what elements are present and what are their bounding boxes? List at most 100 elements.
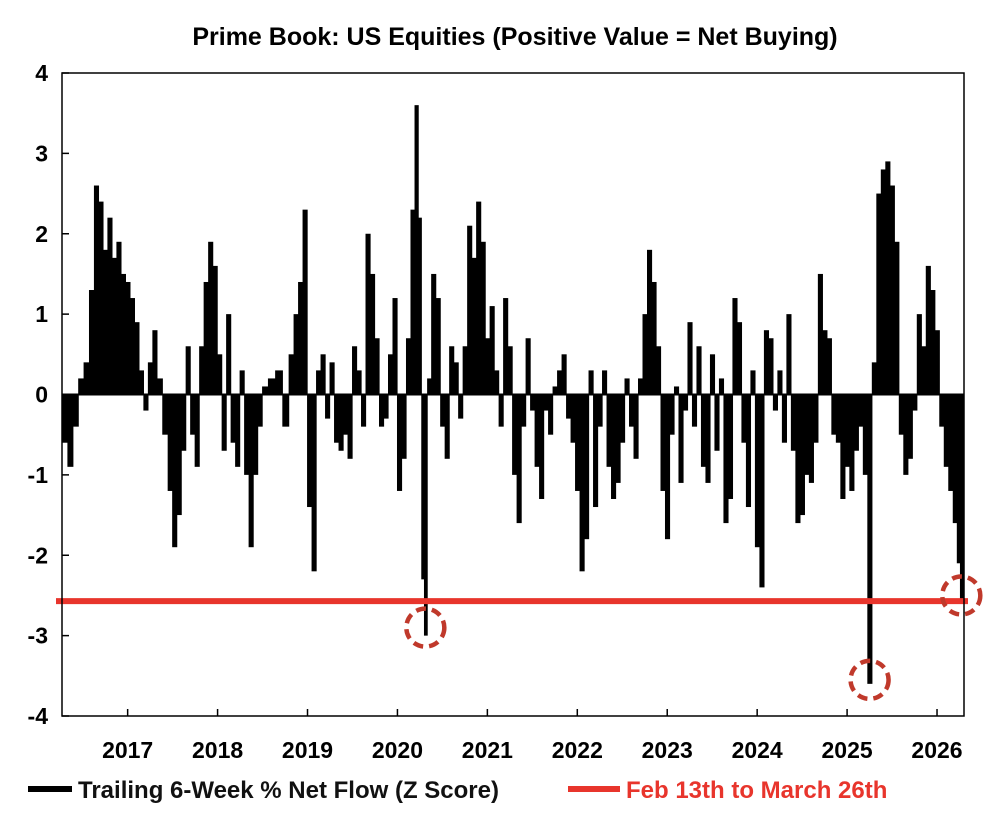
bar [723,394,729,524]
bar [410,209,416,395]
bar [925,265,931,395]
bar [458,394,464,419]
y-tick-label: 0 [35,382,48,408]
bar [534,394,540,467]
bar [521,394,527,427]
bar [732,298,738,395]
bar [876,193,882,395]
bar [248,394,254,548]
bar [763,330,770,395]
bars-group [62,105,965,684]
bar [853,394,859,451]
bar [907,394,913,459]
bar [72,394,79,427]
legend-label-flow: Trailing 6-Week % Net Flow (Z Score) [78,777,499,804]
bar [548,394,554,435]
bar [772,394,778,411]
highlight-circle [404,606,447,649]
bar [365,233,371,395]
x-tick-label: 2021 [462,737,513,763]
bar [633,394,639,459]
bar [388,354,394,395]
highlight-circle [940,574,983,617]
x-tick-label: 2024 [732,737,783,763]
bar [221,394,227,451]
bar [647,249,653,395]
bar [871,362,877,395]
bar [444,394,450,459]
bar [959,394,965,604]
bar [885,161,891,395]
bar [235,394,241,467]
bar [176,394,182,516]
bar [421,394,425,580]
bar [781,394,787,443]
bar [338,394,344,451]
bar [727,394,734,499]
bar [696,346,702,395]
bar [334,394,340,443]
bar [741,394,747,443]
bar [320,354,326,395]
bar [930,290,936,395]
bar [597,394,603,427]
bar [418,217,422,395]
bar [489,306,495,395]
bar [687,322,693,395]
bar [638,378,644,395]
bar [525,338,531,395]
bar [804,394,810,475]
bar [288,354,295,395]
bar [750,370,756,395]
bar [813,394,819,443]
bar [822,330,828,395]
bar [392,298,398,395]
bar [414,105,419,395]
bar [401,394,407,459]
bar [831,394,837,435]
bar [440,394,446,427]
bar [934,330,940,395]
bar [790,394,796,451]
bar [185,346,191,395]
x-tick-label: 2017 [102,737,153,763]
y-tick-label: -4 [28,703,49,729]
bar [462,346,468,395]
bar [356,370,362,395]
bar [503,298,509,395]
bar [602,370,608,395]
bar [212,265,218,395]
legend: Trailing 6-Week % Net Flow (Z Score) Feb … [28,777,887,804]
bar [167,394,173,491]
bar [307,394,313,508]
bar [83,362,90,395]
bar [93,185,100,395]
bar [244,394,250,475]
bar [302,209,308,395]
bar [858,394,864,427]
bar [383,394,389,419]
bar [138,370,144,395]
bar [125,281,131,395]
bar [678,394,684,483]
bar [615,394,621,483]
bar [849,394,855,491]
y-tick-label: 1 [35,301,48,327]
bar [736,322,743,395]
bar [396,394,403,491]
bar [453,362,459,395]
bar [948,394,954,491]
bar [374,338,380,395]
bar [579,394,585,572]
bar [912,394,918,411]
bar [208,241,214,395]
bar [795,394,801,524]
bar [172,394,178,548]
bar [431,273,437,395]
bar [329,362,335,395]
bar [78,378,85,395]
bar [669,394,675,435]
bar [552,386,558,395]
annotations-group [404,574,983,702]
bar [512,394,518,475]
